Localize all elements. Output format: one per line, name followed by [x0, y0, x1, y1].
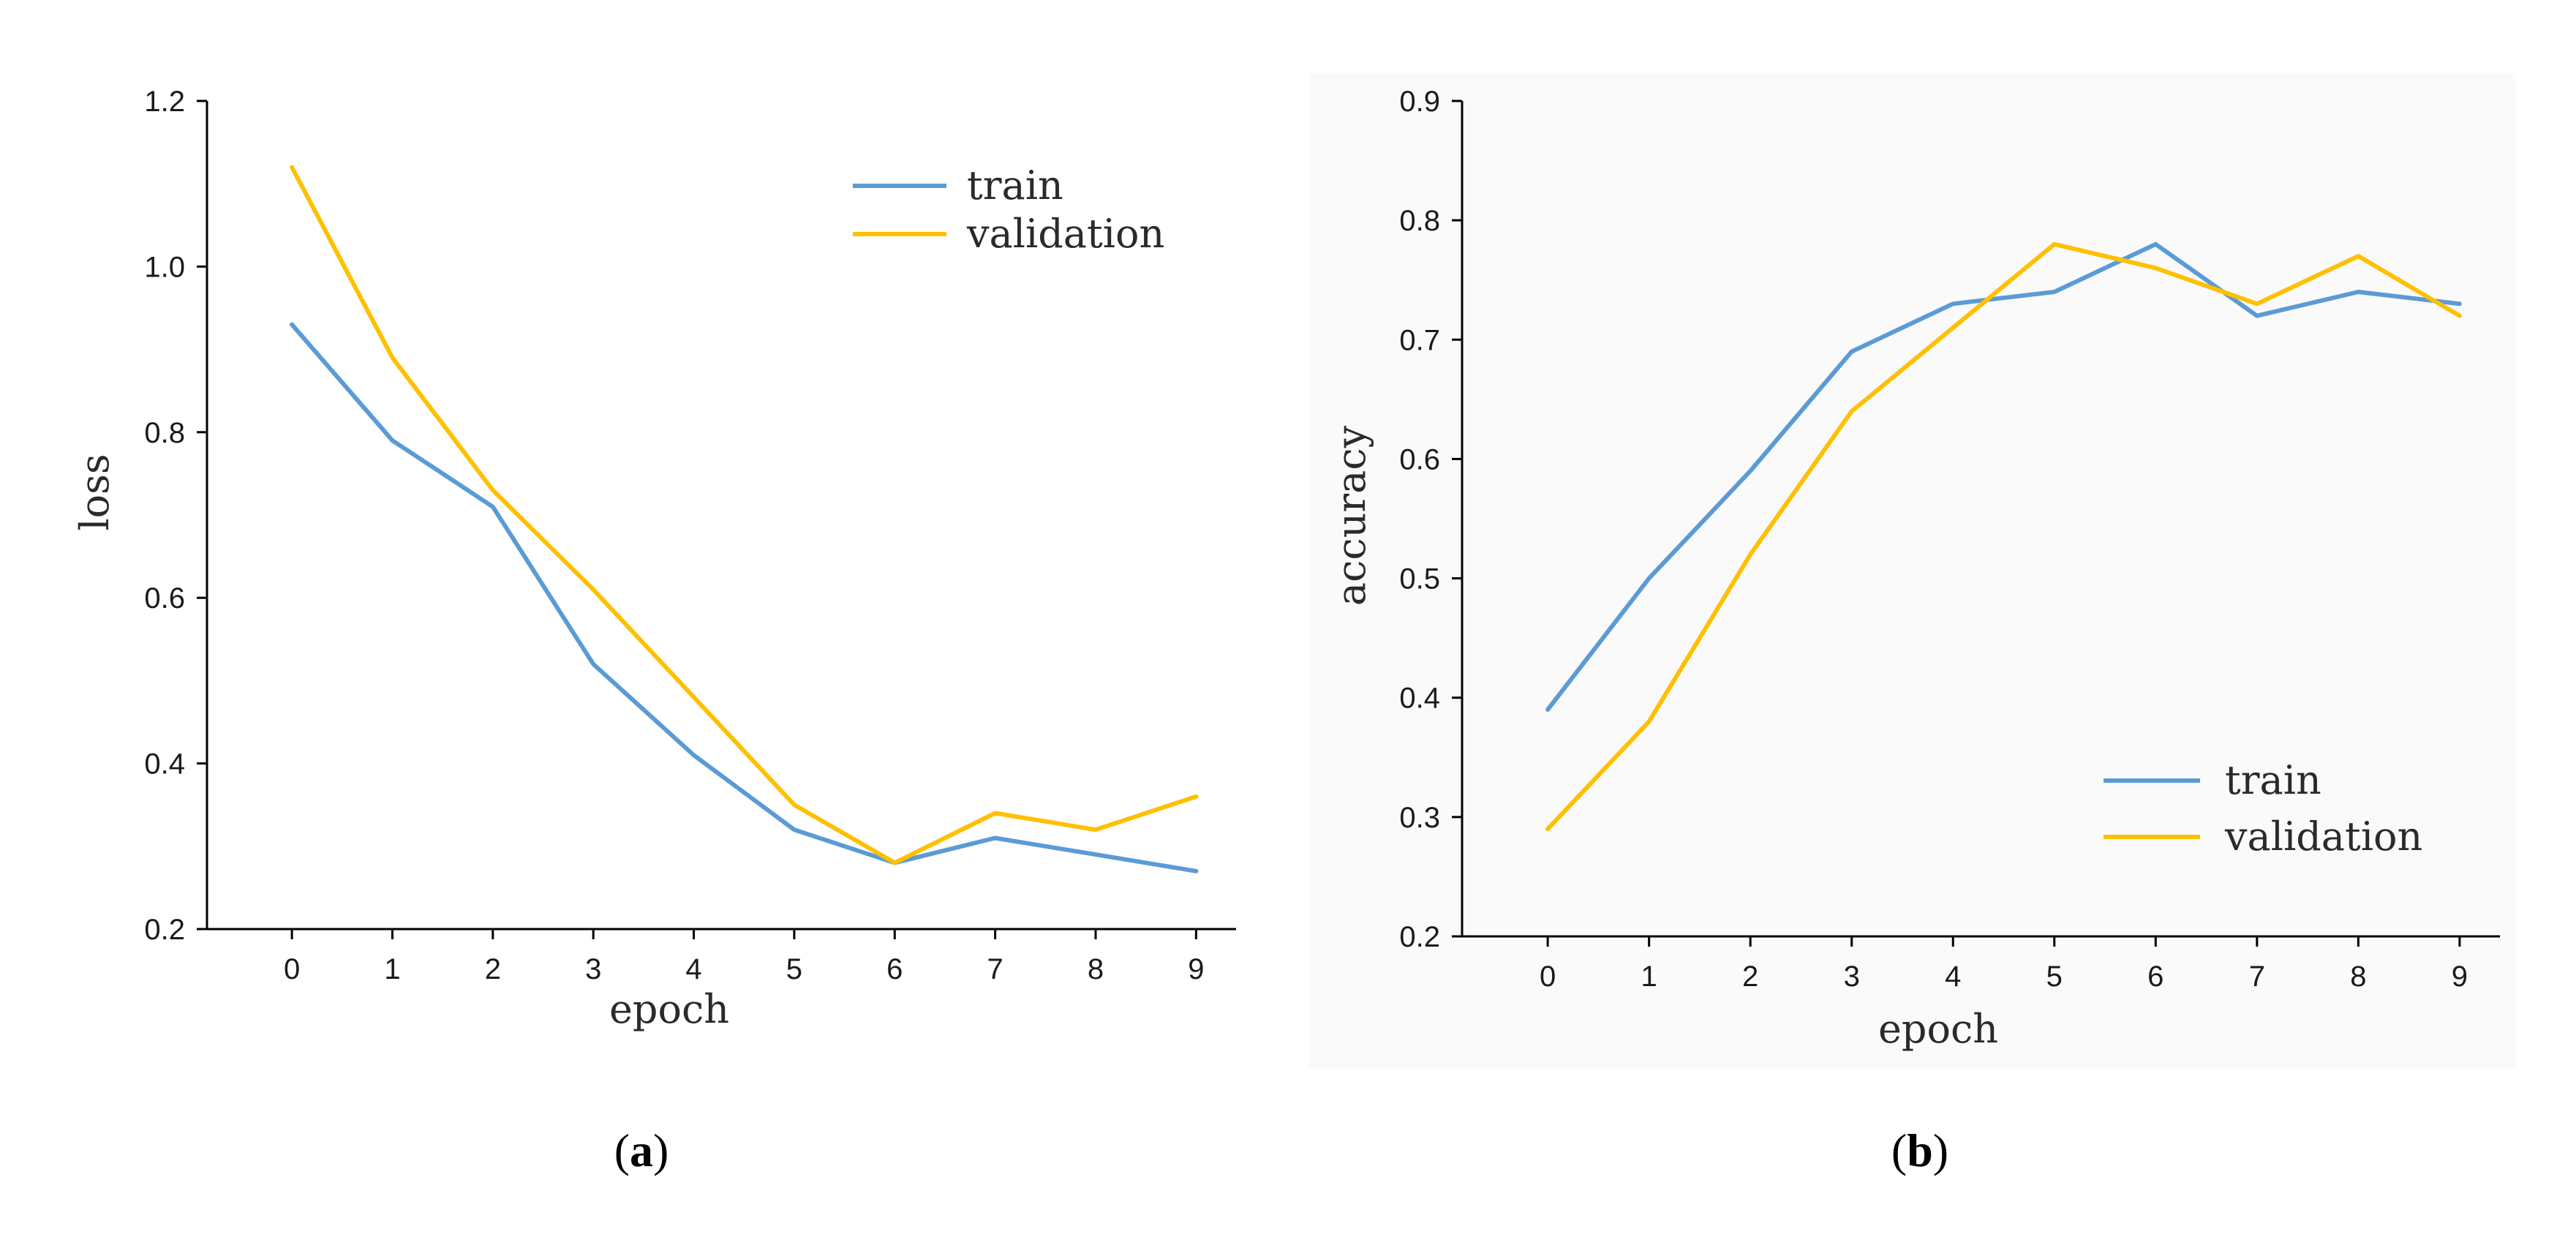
accuracy-chart-y-tick-label: 0.9: [1399, 86, 1440, 118]
accuracy-chart-legend: train validation: [2104, 757, 2422, 860]
loss-chart-x-tick-label: 2: [485, 953, 501, 985]
accuracy-chart-x-tick-label: 4: [1945, 961, 1961, 993]
accuracy-chart-background: [1309, 73, 2516, 1068]
accuracy-chart-series: [1545, 241, 2462, 832]
accuracy-legend-validation-label: validation: [2224, 813, 2422, 860]
loss-chart-x-tick-label: 8: [1088, 953, 1104, 985]
accuracy-chart-y-tick-label: 0.4: [1399, 683, 1440, 715]
loss-chart-panel: 0.2 0.4 0.6 0.8 1.0 1.2 0 1 2 3 4 5 6 7 8 9 epoch loss…: [72, 86, 1236, 1176]
accuracy-chart-y-tick-label: 0.2: [1399, 921, 1440, 953]
loss-chart-y-axis-label: loss: [72, 454, 118, 530]
loss-chart-y-tick-label: 0.2: [144, 914, 185, 946]
accuracy-chart-x-tick-label: 6: [2147, 961, 2163, 993]
panel-a-caption: (a): [614, 1124, 669, 1176]
panel-b-caption: (b): [1891, 1124, 1948, 1176]
accuracy-chart-x-tick-label: 9: [2452, 961, 2468, 993]
accuracy-chart-x-tick-label: 3: [1844, 961, 1860, 993]
loss-chart-axes: [206, 101, 1236, 931]
loss-chart-legend: train validation: [853, 162, 1164, 257]
accuracy-chart-x-tick-label: 1: [1641, 961, 1657, 993]
loss-chart-x-tick-label: 7: [987, 953, 1003, 985]
accuracy-chart-y-ticks: 0.2 0.3 0.4 0.5 0.6 0.7 0.8 0.9: [1399, 86, 1462, 953]
loss-chart-y-tick-label: 0.8: [144, 417, 185, 449]
accuracy-chart-x-ticks: 0 1 2 3 4 5 6 7 8 9: [1540, 936, 2468, 993]
accuracy-chart-y-tick-label: 0.8: [1399, 205, 1440, 237]
loss-chart-x-tick-label: 5: [786, 953, 802, 985]
accuracy-chart-x-axis-label: epoch: [1878, 1006, 1998, 1052]
accuracy-chart-y-tick-label: 0.5: [1399, 563, 1440, 595]
loss-chart-series-train: [290, 322, 1199, 873]
loss-chart-x-tick-label: 3: [585, 953, 601, 985]
accuracy-chart-y-tick-label: 0.3: [1399, 802, 1440, 834]
accuracy-chart-series-validation: [1545, 241, 2462, 832]
accuracy-legend-train-label: train: [2225, 757, 2321, 803]
accuracy-chart-panel: 0.2 0.3 0.4 0.5 0.6 0.7 0.8 0.9 0 1 2 3 4 5 6 7 8 9 epoc…: [1309, 73, 2516, 1176]
loss-legend-validation-label: validation: [966, 211, 1164, 257]
accuracy-chart-y-axis-label: accuracy: [1328, 425, 1374, 606]
panel-b-caption-open: (: [1891, 1124, 1907, 1176]
loss-chart-x-tick-label: 9: [1188, 953, 1204, 985]
accuracy-chart-x-tick-label: 5: [2046, 961, 2063, 993]
loss-chart-y-tick-label: 1.0: [144, 251, 185, 283]
loss-chart-x-axis-label: epoch: [609, 986, 729, 1032]
accuracy-chart-y-tick-label: 0.6: [1399, 443, 1440, 476]
loss-chart-x-ticks: 0 1 2 3 4 5 6 7 8 9: [284, 929, 1204, 985]
accuracy-chart-x-tick-label: 7: [2249, 961, 2265, 993]
panel-a-caption-open: (: [614, 1124, 630, 1176]
loss-chart-x-tick-label: 1: [384, 953, 400, 985]
loss-chart-series: [290, 165, 1199, 873]
accuracy-chart-axes: [1461, 101, 2500, 938]
loss-chart-y-tick-label: 0.6: [144, 582, 185, 615]
loss-chart-x-tick-label: 6: [886, 953, 903, 985]
loss-chart-x-tick-label: 0: [284, 953, 300, 985]
accuracy-chart-x-tick-label: 8: [2350, 961, 2366, 993]
accuracy-chart-x-tick-label: 0: [1540, 961, 1556, 993]
panel-a-caption-close: ): [653, 1124, 669, 1176]
loss-chart-y-tick-label: 0.4: [144, 748, 185, 781]
panel-b-caption-letter: b: [1907, 1124, 1933, 1176]
loss-chart-x-tick-label: 4: [685, 953, 701, 985]
panel-b-caption-close: ): [1933, 1124, 1948, 1176]
loss-legend-train-label: train: [967, 162, 1063, 208]
accuracy-chart-y-tick-label: 0.7: [1399, 324, 1440, 356]
loss-chart-series-validation: [290, 165, 1199, 865]
panel-a-caption-letter: a: [630, 1124, 653, 1176]
loss-chart-y-ticks: 0.2 0.4 0.6 0.8 1.0 1.2: [144, 86, 207, 946]
accuracy-chart-series-train: [1545, 241, 2462, 712]
accuracy-chart-x-tick-label: 2: [1742, 961, 1758, 993]
loss-chart-y-tick-label: 1.2: [144, 86, 185, 118]
